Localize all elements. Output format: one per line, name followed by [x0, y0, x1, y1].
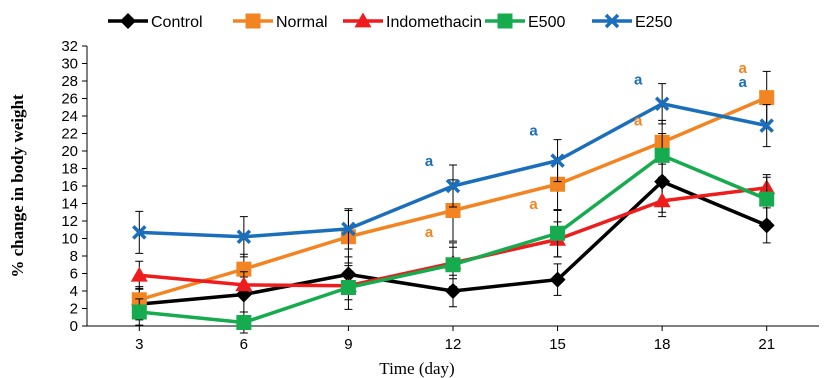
legend-label: Normal [276, 14, 328, 31]
y-tick-label: 12 [61, 213, 78, 230]
data-point-e500 [654, 147, 670, 163]
data-point-e250 [341, 221, 356, 237]
marker-stroke [341, 221, 356, 237]
x-tick-label: 12 [445, 336, 462, 353]
significance-label: a [529, 196, 538, 213]
data-point-e250 [132, 225, 147, 240]
legend-item-normal: Normal [233, 13, 328, 31]
x-tick-label: 15 [549, 336, 566, 353]
legend-marker [354, 12, 372, 28]
legend: Control Normal Indomethacin E500 E250 [108, 12, 672, 31]
marker-stroke [604, 13, 620, 29]
legend-item-indomethacin: Indomethacin [343, 12, 482, 31]
data-point-e250 [654, 96, 670, 111]
data-point-e250 [445, 178, 461, 194]
x-tick-label: 3 [135, 336, 143, 353]
data-point-e500 [236, 315, 252, 330]
data-point-control [549, 271, 566, 288]
legend-item-e250: E250 [592, 13, 672, 31]
data-point-e500 [759, 191, 775, 207]
y-tick-label: 0 [70, 318, 78, 335]
significance-label: a [739, 60, 748, 77]
significance-label: a [739, 74, 748, 91]
marker-stroke [236, 229, 252, 244]
data-point-e250 [759, 118, 774, 133]
legend-label: E500 [528, 14, 565, 31]
y-tick-label: 10 [61, 231, 78, 248]
legend-item-control: Control [108, 13, 203, 31]
significance-label: a [529, 122, 538, 139]
legend-marker [604, 13, 620, 29]
y-axis-title: % change in body weight [8, 94, 27, 278]
y-tick-label: 8 [70, 248, 78, 265]
y-tick-label: 2 [70, 301, 78, 318]
y-tick-label: 30 [61, 56, 78, 73]
data-point-e250 [550, 153, 565, 168]
data-point-indomethacin [235, 276, 253, 292]
data-point-normal [759, 90, 775, 106]
x-axis-title: Time (day) [379, 359, 454, 378]
significance-label: a [425, 224, 434, 241]
y-tick-label: 22 [61, 126, 78, 143]
x-tick-label: 21 [758, 336, 775, 353]
data-point-e500 [131, 304, 147, 320]
legend-label: E250 [635, 14, 672, 31]
legend-item-e500: E500 [485, 13, 565, 31]
y-tick-label: 4 [70, 283, 78, 300]
x-axis: 3 6 9 12 15 18 21 [87, 325, 819, 353]
significance-label: a [634, 113, 643, 130]
series-e250 [132, 83, 774, 258]
y-tick-label: 18 [61, 161, 78, 178]
marker-stroke [132, 225, 147, 240]
significance-label: a [425, 153, 434, 170]
data-point-indomethacin [130, 266, 148, 282]
y-tick-label: 32 [61, 38, 78, 55]
significance-label: a [634, 72, 643, 89]
y-tick-label: 16 [61, 178, 78, 195]
y-tick-label: 20 [61, 143, 78, 160]
x-tick-label: 6 [240, 336, 248, 353]
y-tick-label: 26 [61, 91, 78, 108]
data-point-indomethacin [653, 192, 671, 208]
legend-marker [120, 13, 136, 29]
data-point-e250 [236, 229, 252, 244]
data-point-e500 [445, 257, 461, 273]
legend-label: Indomethacin [386, 14, 482, 31]
data-point-normal [236, 261, 252, 277]
data-point-e500 [340, 280, 356, 295]
series-e500 [131, 133, 775, 334]
y-tick-label: 24 [61, 108, 78, 125]
data-point-e500 [550, 225, 566, 241]
x-tick-label: 9 [344, 336, 352, 353]
marker-stroke [445, 178, 461, 194]
data-point-normal [550, 176, 566, 192]
y-tick-label: 14 [61, 196, 78, 213]
legend-label: Control [151, 14, 203, 31]
marker-stroke [759, 118, 774, 133]
y-tick-label: 6 [70, 266, 78, 283]
y-tick-label: 28 [61, 73, 78, 90]
marker-stroke [654, 96, 670, 111]
legend-marker [497, 13, 513, 29]
marker-stroke [550, 153, 565, 168]
series-layer [130, 70, 776, 334]
legend-marker [245, 13, 261, 29]
x-tick-label: 18 [654, 336, 671, 353]
